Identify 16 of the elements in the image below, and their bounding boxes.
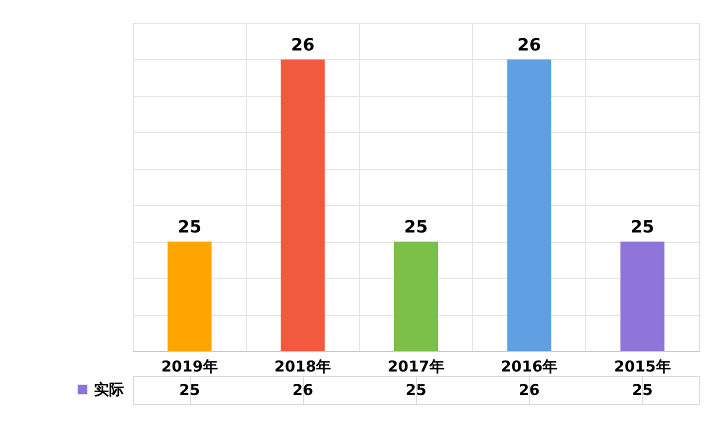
text: 26 <box>518 381 540 399</box>
x-tick-label: 2018年 <box>274 358 332 376</box>
data-label: 25 <box>630 218 654 238</box>
data-label: 26 <box>290 35 315 56</box>
data-label: 26 <box>517 35 542 56</box>
x-tick-label: 2017年 <box>388 358 444 376</box>
data-label: 25 <box>404 218 428 238</box>
x-tick-label: 2015年 <box>614 358 671 376</box>
data-label: 25 <box>178 218 202 238</box>
x-tick-label: 2016年 <box>500 358 558 376</box>
text: 25 <box>406 381 426 399</box>
legend-label: 实际 <box>94 380 124 398</box>
x-tick-label: 2019年 <box>161 358 218 376</box>
text: 26 <box>292 381 314 399</box>
text: 25 <box>179 381 200 399</box>
text: 25 <box>632 381 653 399</box>
